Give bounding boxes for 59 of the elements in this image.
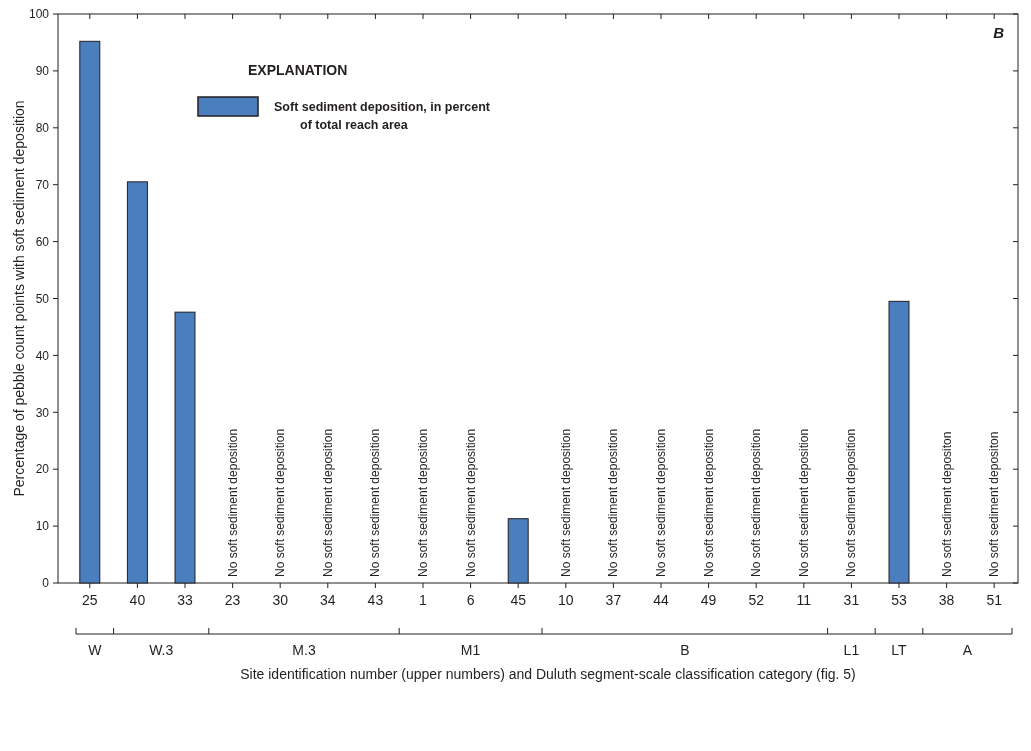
text: W.3	[149, 642, 174, 658]
text: W	[88, 642, 103, 658]
x-tick-label: 38	[938, 592, 955, 608]
y-tick-label: 100	[28, 7, 50, 22]
y-tick-label: 70	[35, 177, 50, 192]
text: M1	[460, 642, 481, 658]
annotation: No soft sediment deposition	[558, 428, 573, 577]
x-axis-title: Site identification number (upper numbers) and Duluth segment-scale classification category (fig. 5)	[240, 666, 856, 682]
annotation: No soft sediment depositon	[939, 431, 954, 577]
x-tick-label: 30	[272, 592, 289, 608]
y-tick-label: 60	[35, 234, 50, 249]
x-tick-label: 52	[748, 592, 765, 608]
annotation: No soft sediment deposition	[654, 428, 668, 577]
x-tick-label: 33	[177, 592, 193, 608]
y-tick-label: 10	[35, 519, 50, 534]
x-tick-label: 53	[891, 592, 907, 608]
x-tick-label: 37	[605, 592, 622, 608]
x-tick-label: 43	[367, 592, 384, 608]
y-tick-label: 80	[35, 121, 50, 135]
y-tick-label: 30	[35, 405, 50, 420]
annotation: No soft sediment deposition	[844, 428, 859, 577]
annotation: No soft sediment deposition	[606, 428, 621, 577]
annotation: No soft sediment deposition	[368, 428, 383, 577]
x-tick-label: 51	[986, 592, 1003, 608]
x-tick-label: 6	[466, 592, 475, 608]
text: L1	[843, 642, 860, 658]
annotation: No soft sediment deposition	[273, 428, 288, 577]
x-tick-label: 45	[510, 592, 527, 608]
annotation: B	[993, 24, 1005, 41]
text: A	[962, 642, 973, 658]
y-axis-title: Percentage of pebble count points with soft sediment deposition	[11, 100, 27, 497]
y-tick-label: 50	[35, 291, 50, 306]
x-tick-label: 25	[82, 592, 98, 608]
y-tick-label: 0	[42, 576, 50, 591]
annotation: No soft sediment deposition	[701, 428, 716, 577]
annotation: No soft sediment deposition	[225, 428, 240, 577]
annotation: No soft sediment deposition	[796, 428, 811, 577]
x-tick-label: 40	[129, 592, 146, 608]
annotation: No soft sediment deposition	[749, 428, 764, 577]
x-tick-label: 31	[843, 592, 860, 608]
y-tick-label: 20	[35, 462, 50, 477]
x-tick-label: 1	[419, 592, 428, 608]
text: B	[680, 642, 690, 658]
annotation: No soft sediment deposition	[463, 428, 478, 577]
x-tick-label: 10	[558, 592, 574, 608]
legend-label: Soft sediment deposition, in percent of total reach area	[274, 100, 491, 132]
annotation: No soft sediment deposition	[416, 428, 430, 577]
x-tick-label: 49	[700, 592, 717, 608]
x-tick-label: 44	[653, 592, 669, 608]
y-tick-label: 40	[35, 348, 50, 363]
y-tick-label: 90	[35, 64, 50, 79]
annotation: No soft sediment depositon	[987, 431, 1002, 577]
annotation: No soft sediment deposition	[320, 428, 335, 577]
x-tick-label: 23	[224, 592, 241, 608]
text: M.3	[292, 642, 316, 658]
text: LT	[891, 642, 908, 658]
x-tick-label: 34	[320, 592, 336, 608]
legend-title: EXPLANATION	[248, 62, 348, 78]
x-tick-label: 11	[796, 592, 812, 608]
